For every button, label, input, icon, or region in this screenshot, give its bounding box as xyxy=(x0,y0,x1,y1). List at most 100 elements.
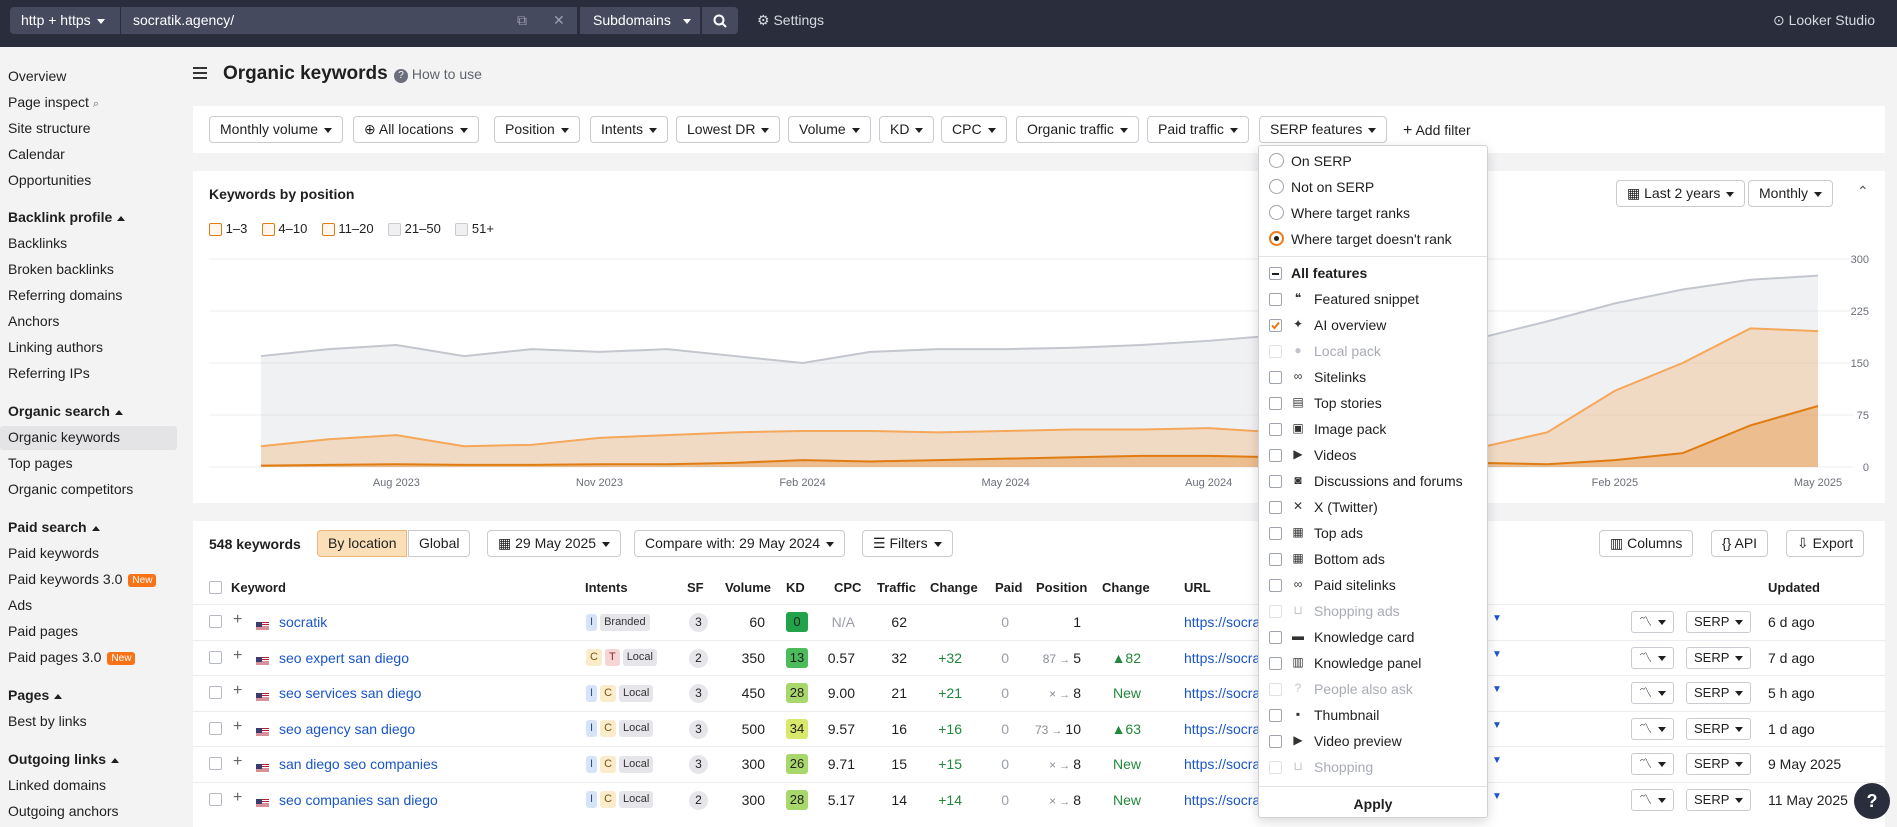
expand-plus-icon[interactable]: + xyxy=(233,717,243,735)
sidebar-item-page-inspect[interactable]: Page inspect ⌕ xyxy=(8,94,100,110)
filter-organic-traffic[interactable]: Organic traffic xyxy=(1016,116,1139,143)
row-checkbox[interactable] xyxy=(209,792,222,806)
feature-checkbox-video-preview[interactable] xyxy=(1269,735,1282,748)
sidebar-item-organic-keywords[interactable]: Organic keywords xyxy=(8,429,121,445)
feature-label-paid-sitelinks[interactable]: Paid sitelinks xyxy=(1314,577,1396,593)
legend-item-51-plus[interactable]: 51+ xyxy=(455,221,494,237)
url-link[interactable]: https://socra xyxy=(1184,756,1261,772)
expand-plus-icon[interactable]: + xyxy=(233,788,243,806)
trend-chart-button[interactable]: 〽 xyxy=(1631,682,1675,704)
radio-label[interactable]: Where target doesn't rank xyxy=(1291,231,1452,247)
feature-label-sitelinks[interactable]: Sitelinks xyxy=(1314,369,1367,385)
serp-button[interactable]: SERP xyxy=(1686,611,1752,633)
search-button[interactable] xyxy=(702,7,738,34)
feature-checkbox-paid-sitelinks[interactable] xyxy=(1269,579,1282,592)
legend-checkbox[interactable] xyxy=(209,223,222,237)
legend-checkbox[interactable] xyxy=(261,223,275,237)
help-button[interactable]: ? xyxy=(1854,783,1890,819)
add-filter-button[interactable]: + Add filter xyxy=(1403,122,1471,139)
col-kd[interactable]: KD xyxy=(786,580,805,595)
legend-item-11-20[interactable]: 11–20 xyxy=(321,221,374,237)
feature-label-top-ads[interactable]: Top ads xyxy=(1314,525,1364,541)
filter-intents[interactable]: Intents xyxy=(590,116,669,143)
url-input[interactable]: socratik.agency/ ⧉ ✕ xyxy=(121,7,577,34)
filter-monthly-volume[interactable]: Monthly volume xyxy=(209,116,344,143)
legend-checkbox[interactable] xyxy=(321,223,335,237)
sf-count[interactable]: 2 xyxy=(689,648,708,668)
select-all-checkbox[interactable] xyxy=(209,581,222,594)
legend-item-1-3[interactable]: 1–3 xyxy=(209,221,247,237)
radio-label[interactable]: Not on SERP xyxy=(1291,179,1375,195)
url-link[interactable]: https://socra xyxy=(1184,649,1261,666)
sidebar-item-outgoing-anchors[interactable]: Outgoing anchors xyxy=(8,803,119,819)
radio-where-target-doesnt-rank[interactable] xyxy=(1269,231,1284,246)
compare-select[interactable]: Compare with: 29 May 2024 xyxy=(634,530,846,557)
sidebar-section-paid-search[interactable]: Paid search xyxy=(8,519,100,535)
feature-checkbox-knowledge-card[interactable] xyxy=(1269,631,1282,644)
sidebar-section-organic-search[interactable]: Organic search xyxy=(8,403,123,419)
feature-label-videos[interactable]: Videos xyxy=(1314,447,1357,463)
col-volume[interactable]: Volume xyxy=(725,580,771,595)
sidebar-item-anchors[interactable]: Anchors xyxy=(8,313,60,329)
feature-checkbox-ai-overview[interactable] xyxy=(1269,319,1282,332)
mode-select[interactable]: Subdomains xyxy=(580,7,700,34)
feature-checkbox-knowledge-panel[interactable] xyxy=(1269,657,1282,670)
col-paid[interactable]: Paid xyxy=(995,580,1023,595)
filter-all-locations[interactable]: ⊕ All locations xyxy=(353,116,479,143)
sidebar-item-organic-competitors[interactable]: Organic competitors xyxy=(8,481,134,497)
sidebar-item-backlinks[interactable]: Backlinks xyxy=(8,235,68,251)
interval-select[interactable]: Monthly xyxy=(1748,180,1834,207)
feature-label-image-pack[interactable]: Image pack xyxy=(1314,421,1387,437)
sidebar-item-site-structure[interactable]: Site structure xyxy=(8,120,91,136)
sidebar-item-broken-backlinks[interactable]: Broken backlinks xyxy=(8,261,114,277)
how-to-use-link[interactable]: ? How to use xyxy=(394,66,482,83)
filter-lowest-dr[interactable]: Lowest DR xyxy=(676,116,781,143)
sidebar-section-pages[interactable]: Pages xyxy=(8,687,63,703)
filter-serp-features[interactable]: SERP features xyxy=(1259,116,1388,143)
feature-label-ai-overview[interactable]: AI overview xyxy=(1314,317,1387,333)
radio-label[interactable]: On SERP xyxy=(1291,153,1352,169)
sidebar-item-linking-authors[interactable]: Linking authors xyxy=(8,339,103,355)
legend-item-21-50[interactable]: 21–50 xyxy=(388,221,441,237)
feature-checkbox-image-pack[interactable] xyxy=(1269,423,1282,436)
url-dropdown-caret[interactable]: ▼ xyxy=(1492,719,1502,731)
feature-checkbox-bottom-ads[interactable] xyxy=(1269,553,1282,566)
sf-count[interactable]: 3 xyxy=(689,613,708,632)
date-select[interactable]: ▦ 29 May 2025 xyxy=(487,530,622,557)
trend-chart-button[interactable]: 〽 xyxy=(1631,753,1675,775)
url-dropdown-caret[interactable]: ▼ xyxy=(1492,613,1502,624)
sidebar-item-opportunities[interactable]: Opportunities xyxy=(8,172,92,188)
expand-plus-icon[interactable]: + xyxy=(233,682,243,699)
sidebar-section-outgoing-links[interactable]: Outgoing links xyxy=(8,751,119,767)
feature-label-discussions-and-forums[interactable]: Discussions and forums xyxy=(1314,473,1463,489)
keyword-link[interactable]: san diego seo companies xyxy=(279,756,438,772)
col-intents[interactable]: Intents xyxy=(585,580,628,595)
sidebar-item-top-pages[interactable]: Top pages xyxy=(8,455,73,471)
sf-count[interactable]: 2 xyxy=(689,790,708,810)
url-link[interactable]: https://socra xyxy=(1184,685,1261,701)
feature-label-x-twitter[interactable]: X (Twitter) xyxy=(1314,499,1378,515)
sidebar-item-ads[interactable]: Ads xyxy=(8,597,33,613)
radio-on-serp[interactable] xyxy=(1269,153,1284,168)
sf-count[interactable]: 3 xyxy=(689,684,708,703)
col-updated[interactable]: Updated xyxy=(1768,580,1820,595)
expand-plus-icon[interactable]: + xyxy=(233,646,243,664)
col-position-change[interactable]: Change xyxy=(1102,580,1150,595)
sidebar-item-paid-pages-3[interactable]: Paid pages 3.0 New xyxy=(8,649,136,665)
serp-button[interactable]: SERP xyxy=(1686,717,1752,740)
keyword-link[interactable]: seo expert san diego xyxy=(279,649,409,666)
row-checkbox[interactable] xyxy=(209,721,222,735)
filter-volume[interactable]: Volume xyxy=(788,116,871,143)
feature-checkbox-top-stories[interactable] xyxy=(1269,397,1282,410)
legend-checkbox[interactable] xyxy=(388,223,402,237)
trend-chart-button[interactable]: 〽 xyxy=(1631,646,1675,669)
api-button[interactable]: {} API xyxy=(1711,530,1769,557)
url-link[interactable]: https://socra xyxy=(1184,791,1261,808)
feature-checkbox-top-ads[interactable] xyxy=(1269,527,1282,540)
serp-button[interactable]: SERP xyxy=(1686,753,1752,775)
feature-checkbox-featured-snippet[interactable] xyxy=(1269,293,1282,306)
expand-plus-icon[interactable]: + xyxy=(233,753,243,770)
feature-label-top-stories[interactable]: Top stories xyxy=(1314,395,1382,411)
row-checkbox[interactable] xyxy=(209,757,222,770)
serp-button[interactable]: SERP xyxy=(1686,788,1752,811)
